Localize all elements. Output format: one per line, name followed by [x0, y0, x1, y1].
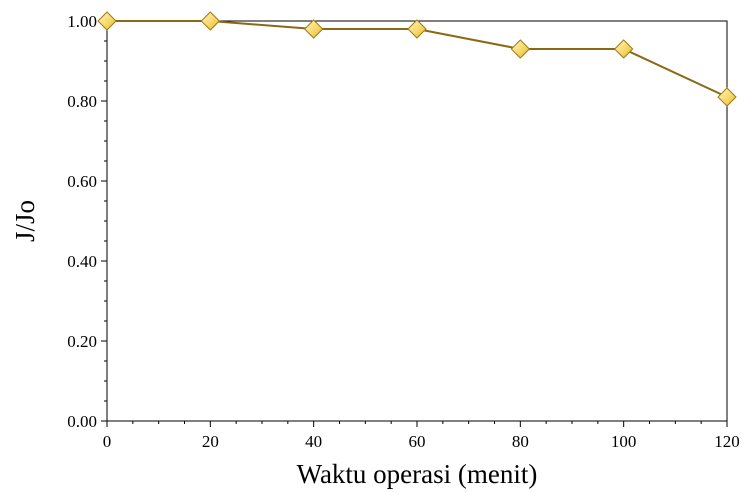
x-tick-label: 60: [409, 432, 426, 451]
y-tick-label: 0.60: [67, 172, 97, 191]
x-tick-label: 20: [202, 432, 219, 451]
y-tick-label: 0.00: [67, 412, 97, 431]
x-tick-labels: 0 20 40 60 80 100 120: [103, 432, 740, 451]
x-tick-label: 80: [512, 432, 529, 451]
data-point-marker: [717, 87, 737, 107]
data-point-marker: [407, 19, 427, 39]
x-tick-label: 120: [714, 432, 740, 451]
x-tick-label: 0: [103, 432, 112, 451]
data-point-marker: [613, 39, 634, 59]
y-tick-labels: 0.00 0.20 0.40 0.60 0.80 1.00: [67, 12, 97, 431]
plot-area: [106, 20, 728, 422]
axis-ticks: [101, 20, 728, 427]
series-group: [97, 11, 737, 107]
y-tick-label: 0.80: [67, 92, 97, 111]
x-tick-label: 40: [305, 432, 322, 451]
data-point-marker: [510, 39, 531, 59]
x-axis-title: Waktu operasi (menit): [297, 459, 538, 489]
x-tick-label: 100: [611, 432, 637, 451]
y-tick-label: 0.20: [67, 332, 97, 351]
y-tick-label: 1.00: [67, 12, 97, 31]
y-axis-title: J/Jo: [10, 200, 40, 242]
data-point-marker: [200, 11, 221, 31]
data-point-marker: [303, 19, 324, 39]
data-point-marker: [97, 11, 117, 31]
y-tick-label: 0.40: [67, 252, 97, 271]
